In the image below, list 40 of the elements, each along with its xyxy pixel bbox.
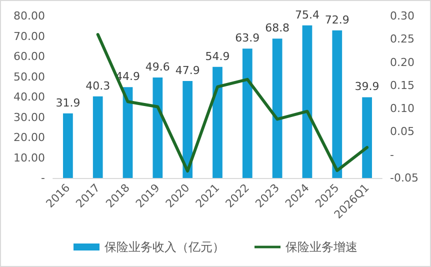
bar (302, 25, 312, 178)
y2-tick-label: -0.05 (390, 172, 418, 184)
data-label: 39.9 (354, 80, 380, 94)
data-label: 54.9 (205, 50, 230, 63)
legend-label: 保险业务收入（亿元） (104, 240, 224, 254)
bar (332, 30, 342, 178)
y-tick-label: 80.00 (14, 10, 45, 22)
bar (63, 113, 73, 178)
data-label: 40.3 (86, 79, 110, 92)
legend-label: 保险业务增速 (286, 240, 358, 254)
bar (272, 38, 282, 178)
bar (122, 87, 133, 178)
bar (362, 97, 372, 178)
bar (212, 66, 222, 178)
y2-tick-label: 0.25 (390, 32, 414, 46)
y2-tick-label: 0.10 (390, 102, 414, 116)
data-label: 72.9 (324, 13, 350, 26)
data-label: 31.9 (56, 96, 80, 110)
data-label: 75.4 (294, 8, 320, 22)
bar (182, 81, 193, 178)
y-tick-label: 20.00 (14, 131, 45, 144)
y2-tick-label: 0.30 (390, 10, 414, 22)
data-label: 63.9 (235, 32, 260, 45)
y-tick-label: - (41, 172, 46, 184)
bar (152, 78, 163, 178)
data-label: 68.8 (265, 22, 290, 35)
y2-tick-label: 0.20 (390, 56, 414, 69)
bar (92, 96, 103, 178)
data-label: 47.9 (175, 64, 200, 78)
y-tick-label: 30.00 (14, 110, 45, 124)
bar (242, 48, 252, 178)
y2-tick-label: 0.05 (390, 125, 414, 138)
y-tick-label: 70.00 (14, 30, 45, 43)
data-label: 49.6 (145, 60, 170, 74)
y-tick-label: 40.00 (14, 90, 45, 104)
y-tick-label: 60.00 (14, 50, 45, 63)
y2-tick-label: 0.15 (390, 78, 414, 92)
y-tick-label: 10.00 (14, 151, 45, 164)
y2-tick-label: - (390, 148, 394, 162)
y-tick-label: 50.00 (14, 70, 45, 84)
